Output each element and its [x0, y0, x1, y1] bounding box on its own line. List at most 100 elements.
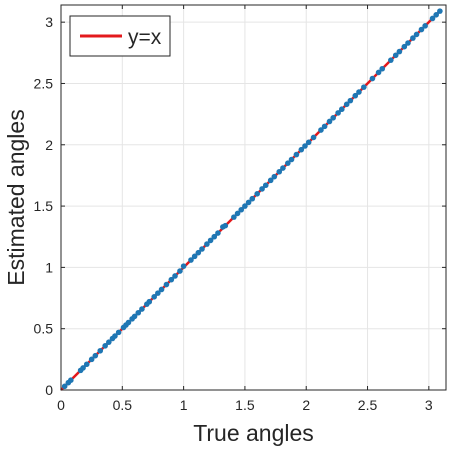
data-point [92, 352, 99, 359]
data-point [375, 69, 382, 76]
data-point [418, 26, 425, 33]
y-tick-label: 1.5 [34, 198, 54, 214]
y-tick-label: 3 [45, 14, 53, 30]
x-tick-label: 1.5 [235, 397, 255, 413]
data-point [347, 97, 354, 104]
data-point [285, 160, 291, 166]
data-point [102, 343, 108, 349]
data-point [310, 134, 317, 141]
data-point [396, 48, 403, 55]
data-point [305, 139, 312, 146]
data-point [401, 43, 408, 50]
data-point [245, 199, 252, 206]
data-point [177, 268, 183, 274]
data-point [199, 246, 205, 252]
data-point [172, 273, 178, 279]
data-point [106, 339, 112, 345]
data-point [146, 298, 153, 305]
data-point [151, 294, 157, 300]
x-tick-label: 2 [302, 397, 310, 413]
data-point [97, 347, 104, 354]
data-point [204, 241, 210, 247]
data-point [155, 290, 161, 296]
data-point [242, 203, 248, 209]
data-point [231, 214, 237, 220]
data-point [168, 276, 175, 283]
data-point [80, 365, 86, 371]
x-tick-label: 3 [425, 397, 433, 413]
data-point [276, 168, 283, 175]
data-point [335, 110, 341, 116]
plot-frame [60, 4, 447, 391]
data-point [356, 89, 362, 95]
data-point [429, 15, 436, 22]
data-point [262, 182, 269, 189]
data-point [254, 191, 260, 197]
data-point [410, 35, 416, 41]
y-axis-ticks: 0 0.5 1 1.5 2 2.5 3 [34, 14, 446, 398]
data-point [195, 249, 202, 256]
data-point [369, 75, 376, 82]
data-point [249, 195, 256, 202]
data-point [405, 40, 411, 46]
data-point [188, 257, 194, 263]
x-axis-ticks: 0 0.5 1 1.5 2 2.5 3 [57, 5, 433, 413]
data-point [271, 173, 278, 180]
x-axis-label: True angles [193, 420, 314, 446]
data-point [280, 165, 286, 171]
data-point [413, 31, 420, 38]
data-point [88, 356, 95, 363]
legend-label: y=x [128, 26, 162, 49]
data-point [343, 101, 350, 108]
data-point [379, 65, 386, 72]
data-point [222, 222, 229, 229]
data-point [326, 118, 333, 125]
data-point [318, 127, 324, 133]
data-point [259, 186, 265, 192]
x-tick-label: 1 [180, 397, 188, 413]
data-point [302, 143, 308, 149]
data-point [115, 329, 122, 336]
data-point [234, 210, 241, 217]
data-point [61, 383, 68, 390]
data-point [135, 309, 142, 316]
data-point [112, 333, 118, 339]
data-point [125, 319, 132, 326]
y-tick-label: 0.5 [34, 321, 54, 337]
points-layer [61, 8, 443, 390]
data-point [321, 123, 328, 130]
data-point [330, 115, 336, 121]
y-tick-label: 1 [45, 259, 53, 275]
data-point [131, 313, 138, 320]
data-point [215, 230, 221, 236]
data-point [180, 263, 187, 269]
data-point [68, 377, 74, 383]
data-point [207, 237, 214, 244]
data-point [267, 177, 274, 184]
data-point [433, 12, 439, 18]
x-tick-label: 2.5 [358, 397, 378, 413]
data-point [422, 23, 428, 29]
data-point [163, 281, 170, 288]
data-point [361, 84, 367, 90]
data-point [392, 52, 399, 59]
data-point [338, 106, 345, 113]
data-point [83, 361, 90, 368]
legend: y=x [69, 15, 171, 57]
y-tick-label: 2 [45, 137, 53, 153]
data-point [191, 253, 198, 260]
data-point [288, 156, 295, 163]
x-tick-label: 0 [57, 397, 65, 413]
data-point [139, 306, 145, 312]
data-point [158, 286, 165, 293]
data-point [437, 8, 443, 14]
data-point [352, 92, 359, 99]
data-point [238, 206, 245, 213]
data-point [211, 233, 218, 240]
data-point [388, 57, 394, 63]
y-axis-label: Estimated angles [3, 109, 29, 285]
y-tick-label: 0 [45, 382, 53, 398]
y-tick-label: 2.5 [34, 75, 54, 91]
